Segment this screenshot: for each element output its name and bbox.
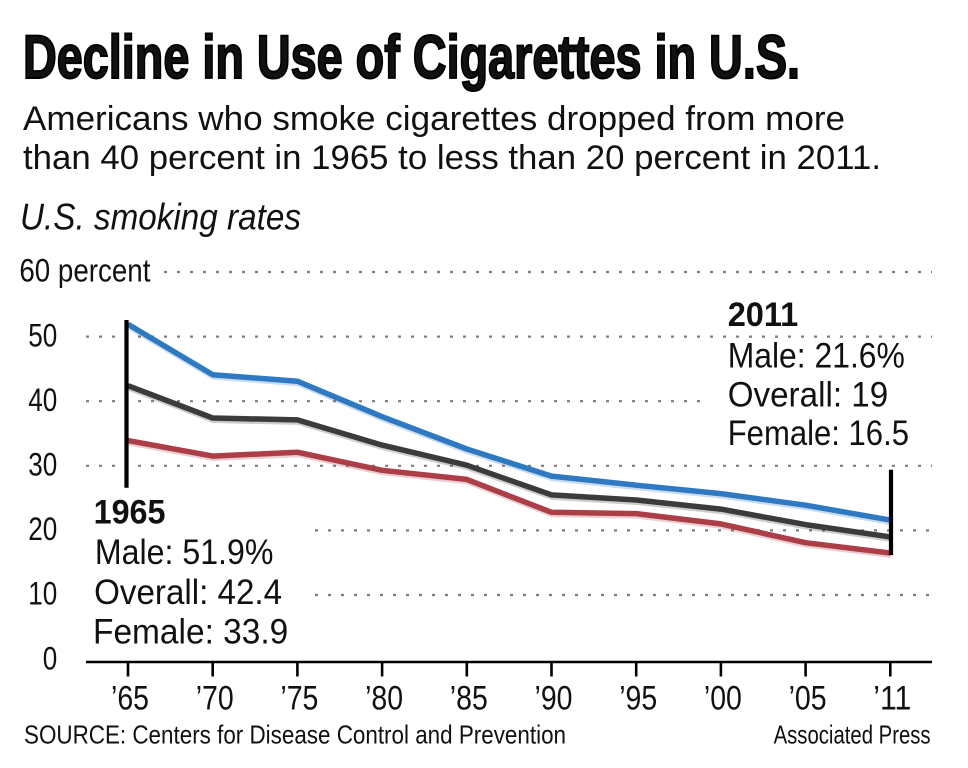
svg-text:U.S. smoking rates: U.S. smoking rates (20, 197, 301, 238)
svg-text:1965: 1965 (94, 494, 166, 532)
svg-text:2011: 2011 (728, 296, 799, 334)
svg-text:Male: 21.6%: Male: 21.6% (728, 337, 905, 376)
svg-text:’70: ’70 (196, 680, 234, 718)
svg-text:Associated Press: Associated Press (774, 720, 931, 750)
svg-text:Overall: 19: Overall: 19 (728, 375, 889, 414)
svg-text:’80: ’80 (365, 680, 403, 718)
svg-text:’00: ’00 (704, 680, 742, 718)
svg-text:’11: ’11 (873, 680, 911, 718)
svg-text:0: 0 (43, 640, 58, 676)
svg-text:’05: ’05 (789, 680, 827, 718)
svg-text:60 percent: 60 percent (19, 252, 150, 288)
svg-text:10: 10 (28, 576, 57, 612)
svg-text:20: 20 (28, 511, 57, 547)
svg-text:40: 40 (28, 382, 57, 418)
svg-text:Male: 51.9%: Male: 51.9% (95, 533, 274, 572)
svg-text:Decline in Use of Cigarettes i: Decline in Use of Cigarettes in U.S. (23, 23, 800, 91)
svg-text:30: 30 (28, 447, 57, 483)
svg-text:Female: 33.9: Female: 33.9 (93, 613, 288, 652)
svg-text:’90: ’90 (535, 680, 573, 718)
svg-text:Overall: 42.4: Overall: 42.4 (94, 573, 282, 612)
svg-text:’75: ’75 (280, 680, 318, 718)
svg-text:SOURCE: Centers for Disease Co: SOURCE: Centers for Disease Control and … (24, 720, 566, 750)
svg-text:50: 50 (28, 317, 57, 353)
svg-text:’95: ’95 (619, 680, 657, 718)
svg-text:Americans who smoke cigarettes: Americans who smoke cigarettes dropped f… (23, 100, 845, 138)
svg-text:’65: ’65 (111, 680, 149, 718)
svg-text:than 40 percent in 1965 to les: than 40 percent in 1965 to less than 20 … (23, 139, 881, 177)
svg-text:’85: ’85 (450, 680, 488, 718)
svg-text:Female: 16.5: Female: 16.5 (728, 414, 909, 453)
